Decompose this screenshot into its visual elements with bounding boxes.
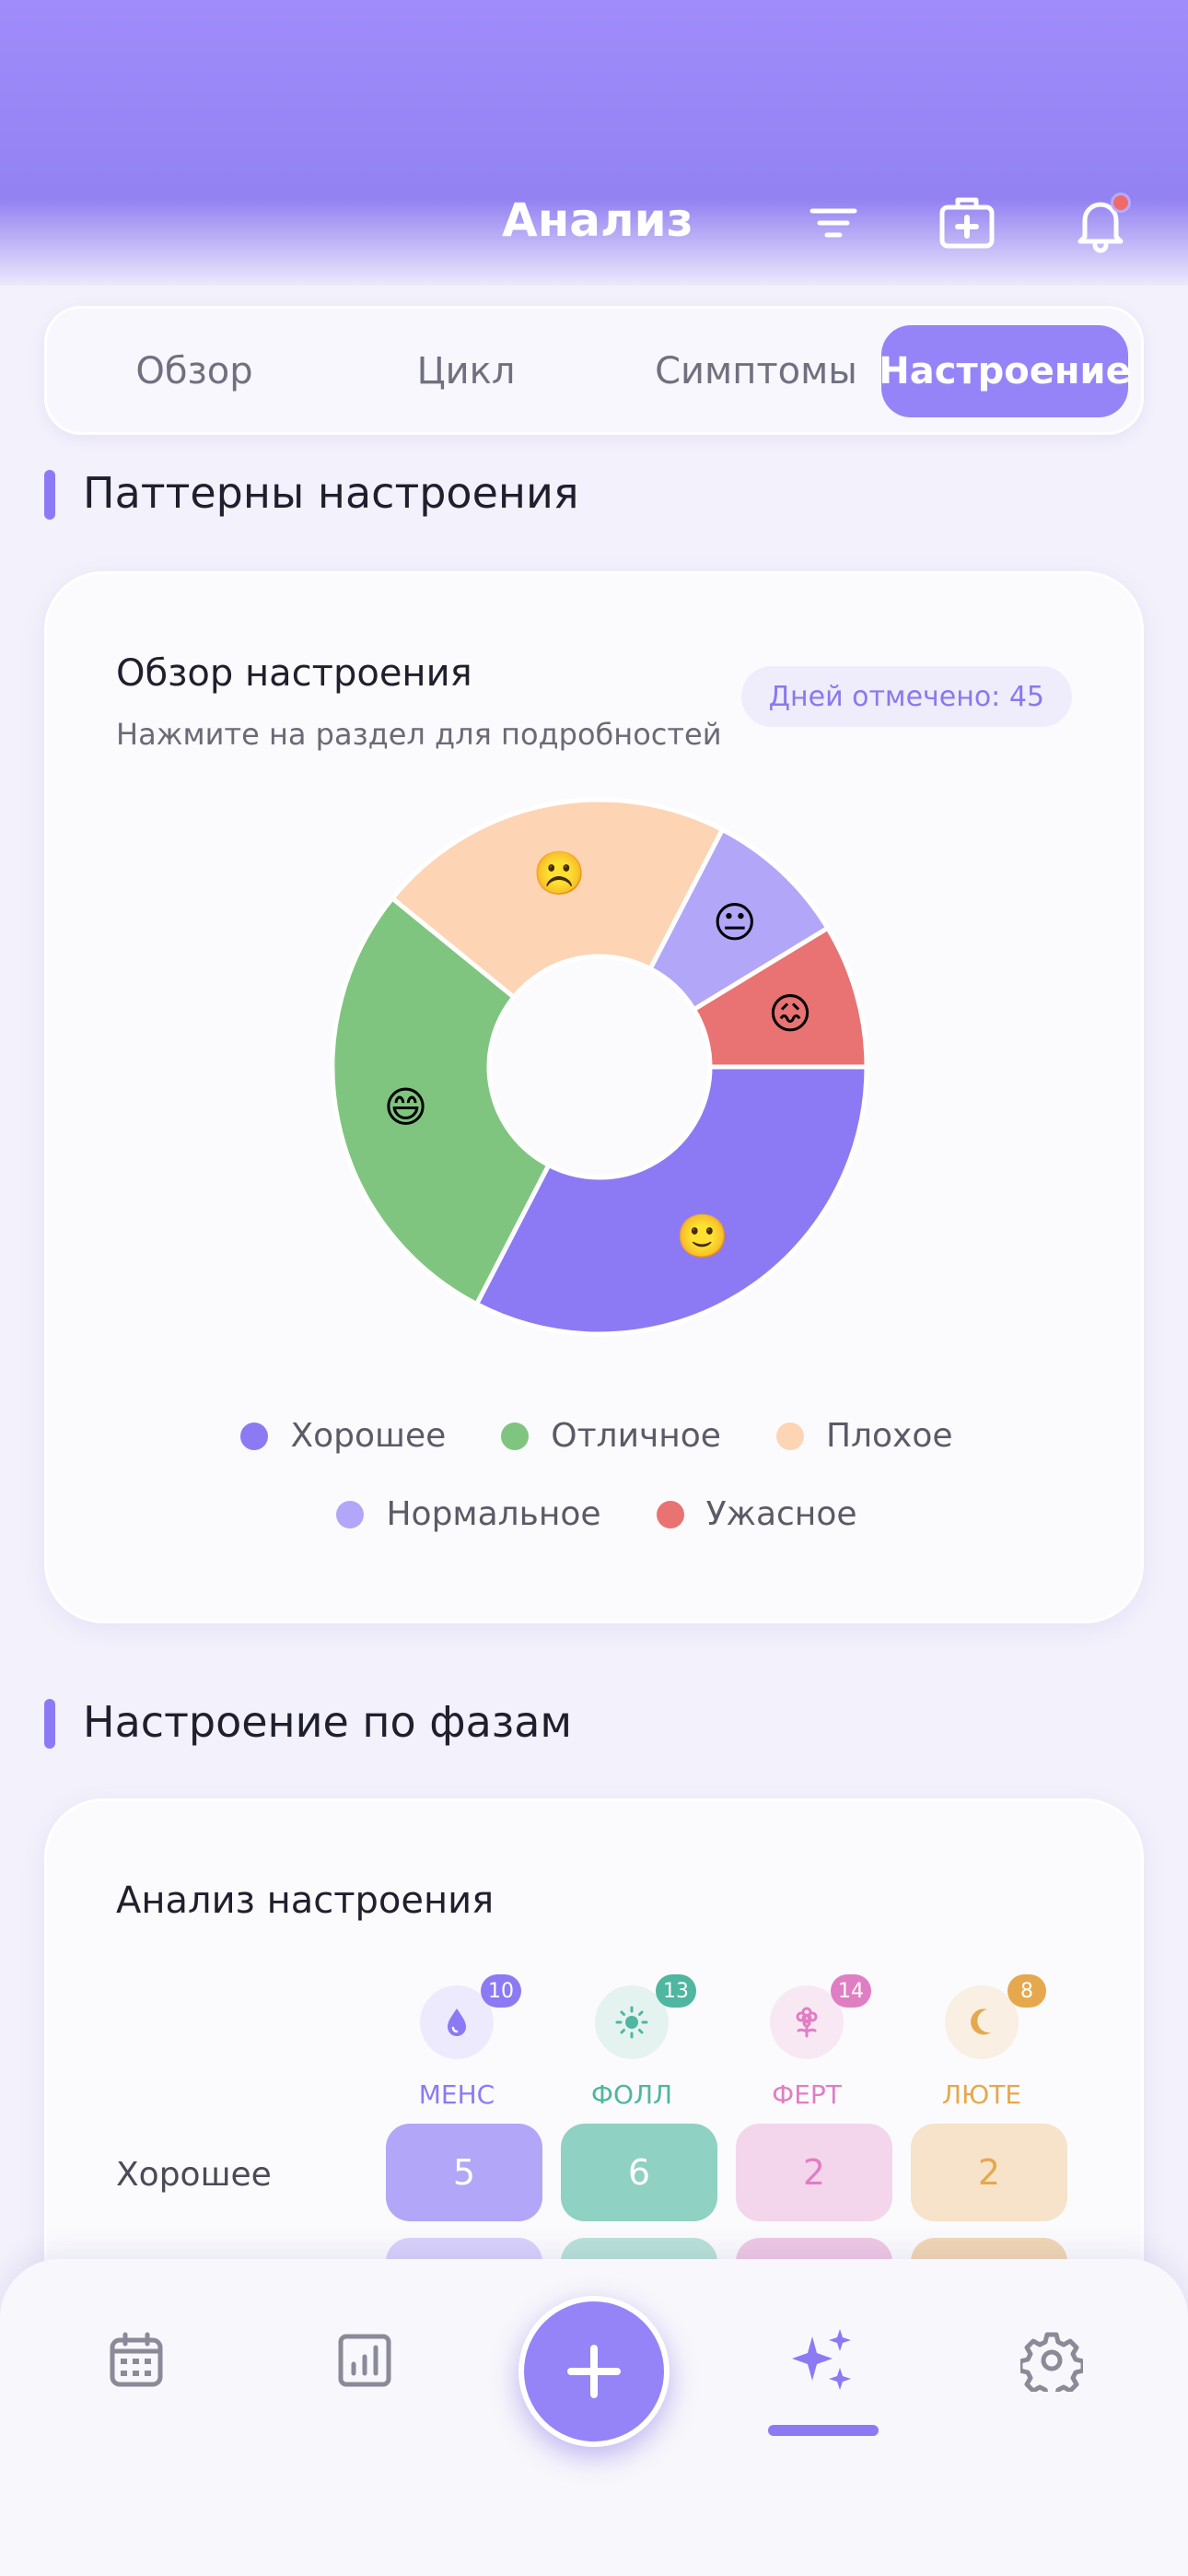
card-title: Обзор настроения <box>116 652 472 695</box>
notification-dot <box>1111 193 1131 213</box>
phase-label: ФЕРТ <box>772 2079 842 2110</box>
slice-emoji: 🙂 <box>676 1212 728 1261</box>
tab-cycle[interactable]: Цикл <box>416 350 516 392</box>
sun-icon <box>615 2006 648 2039</box>
donut-slice[interactable] <box>389 797 726 1001</box>
slice-emoji: 😐 <box>713 897 757 947</box>
legend-item-good[interactable]: Хорошее <box>240 1417 446 1455</box>
phase-icon-circle: 13 <box>595 1974 696 2059</box>
legend-dot <box>501 1422 530 1450</box>
phase-label: ЛЮТЕ <box>941 2079 1022 2110</box>
calendar-icon[interactable] <box>99 2324 173 2397</box>
donut-slice[interactable] <box>691 924 869 1070</box>
moon-icon <box>971 2008 991 2035</box>
legend-label: Хорошее <box>290 1417 447 1455</box>
mood-cell[interactable]: 2 <box>911 2124 1067 2221</box>
phase-menstrual[interactable]: 10 МЕНС <box>379 1974 535 2110</box>
days-tracked-badge: Дней отмечено: 45 <box>740 666 1072 727</box>
legend-dot <box>336 1500 365 1528</box>
header-bar: Анализ <box>0 170 1188 272</box>
phase-luteal[interactable]: 8 ЛЮТЕ <box>903 1974 1060 2110</box>
donut-slice[interactable] <box>330 895 553 1307</box>
phase-count: 13 <box>656 1974 696 2008</box>
phase-icon-circle: 8 <box>945 1974 1046 2059</box>
legend-row-2: Нормальное Ужасное <box>47 1495 1147 1533</box>
mood-overview-card: Обзор настроения Нажмите на раздел для п… <box>44 571 1144 1623</box>
mood-cell[interactable]: 2 <box>736 2124 892 2221</box>
phase-count: 14 <box>831 1974 871 2008</box>
flower-icon <box>796 2007 818 2038</box>
phase-count: 10 <box>481 1974 521 2008</box>
section-title-mood-patterns: Паттерны настроения <box>44 468 579 520</box>
phase-icon-circle: 10 <box>420 1974 521 2059</box>
app-header: Анализ <box>0 0 1188 286</box>
mood-cell[interactable]: 5 <box>386 2124 542 2221</box>
legend-dot <box>240 1422 269 1450</box>
tab-overview[interactable]: Обзор <box>135 350 253 392</box>
slice-emoji: 😄 <box>384 1083 428 1132</box>
tab-mood[interactable]: Настроение <box>879 325 1131 417</box>
legend-item-bad[interactable]: Плохое <box>775 1417 953 1455</box>
card-subtitle: Нажмите на раздел для подробностей <box>116 717 722 752</box>
phase-label: ФОЛЛ <box>590 2079 673 2110</box>
legend-item-normal[interactable]: Нормальное <box>336 1495 601 1533</box>
row-label: Хорошее <box>116 2156 272 2194</box>
add-icon <box>567 2345 621 2398</box>
phase-count: 8 <box>1007 1974 1046 2008</box>
gear-icon[interactable] <box>1015 2324 1089 2397</box>
bottom-nav <box>0 2259 1188 2576</box>
legend-label: Ужасное <box>705 1495 857 1533</box>
add-button[interactable] <box>518 2296 670 2447</box>
phase-follicular[interactable]: 13 ФОЛЛ <box>553 1974 710 2110</box>
slice-emoji: ☹️ <box>533 848 586 897</box>
filter-icon[interactable] <box>801 191 866 255</box>
sparkles-icon[interactable] <box>786 2324 860 2397</box>
drop-icon <box>448 2008 466 2036</box>
page-title: Анализ <box>502 193 693 247</box>
legend-label: Нормальное <box>386 1495 601 1533</box>
legend-dot <box>656 1500 684 1528</box>
legend-label: Отличное <box>551 1417 721 1455</box>
first-aid-kit-icon[interactable] <box>935 191 999 255</box>
slice-emoji: 😖 <box>768 989 812 1038</box>
legend-item-excellent[interactable]: Отличное <box>501 1417 721 1455</box>
phase-fertile[interactable]: 14 ФЕРТ <box>728 1974 885 2110</box>
legend-dot <box>775 1422 804 1450</box>
donut-slice[interactable] <box>473 1064 869 1337</box>
phase-label: МЕНС <box>418 2079 495 2110</box>
analysis-tabs: Обзор Цикл Симптомы Настроение <box>44 306 1144 435</box>
mood-cell[interactable]: 6 <box>561 2124 717 2221</box>
tab-symptoms[interactable]: Симптомы <box>655 350 857 392</box>
mood-donut-chart: 🙂 😄 ☹️ 😐😖 <box>330 797 869 1337</box>
bell-icon[interactable] <box>1068 191 1133 255</box>
card-title: Анализ настроения <box>116 1879 495 1922</box>
legend-row-1: Хорошее Отличное Плохое <box>47 1417 1147 1455</box>
legend-item-terrible[interactable]: Ужасное <box>656 1495 857 1533</box>
active-tab-indicator <box>768 2425 879 2436</box>
legend-label: Плохое <box>825 1417 953 1455</box>
phase-icon-circle: 14 <box>770 1974 871 2059</box>
chart-icon[interactable] <box>328 2324 402 2397</box>
section-title-mood-by-phase: Настроение по фазам <box>44 1697 572 1749</box>
